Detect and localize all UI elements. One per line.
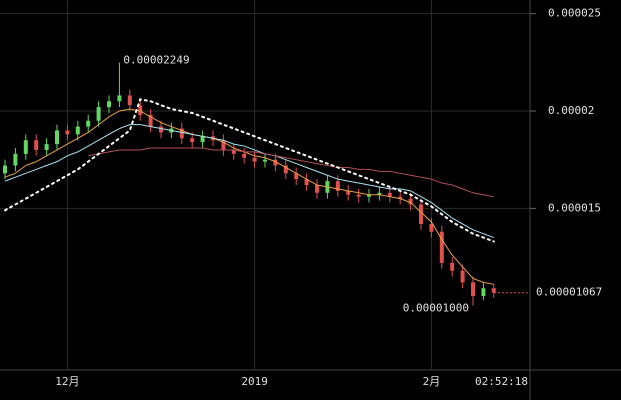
- candle-body: [491, 288, 496, 293]
- x-tick-label: 2019: [241, 375, 268, 388]
- candle-body: [429, 223, 434, 232]
- candle-body: [346, 190, 351, 195]
- candle-body: [159, 126, 163, 133]
- y-tick-label: 0.00002: [548, 104, 594, 117]
- candle-body: [481, 288, 486, 296]
- candle-body: [304, 179, 309, 185]
- candle-body: [96, 107, 101, 121]
- candle-body: [3, 165, 7, 174]
- candle-body: [419, 204, 423, 224]
- candle-body: [387, 192, 392, 197]
- candle-body: [138, 105, 143, 115]
- candle-body: [356, 194, 361, 197]
- x-tick-label: 2月: [423, 375, 441, 388]
- candle-body: [263, 159, 267, 162]
- ma-line: [4, 124, 494, 239]
- candle-body: [117, 95, 122, 102]
- sar-line: [4, 98, 495, 243]
- x-tick-label: 12月: [55, 375, 79, 388]
- candle-body: [367, 194, 371, 197]
- ma-line: [88, 147, 494, 198]
- candle-body: [283, 165, 288, 174]
- candle-body: [200, 136, 205, 143]
- candle-body: [294, 173, 299, 180]
- ma-line: [4, 108, 494, 285]
- time-label: 02:52:18: [475, 375, 528, 388]
- candle-body: [460, 270, 465, 283]
- candle-body: [221, 140, 226, 150]
- max-label: 0.00002249: [123, 54, 189, 67]
- candle-body: [75, 126, 80, 135]
- candle-body: [190, 138, 195, 143]
- candle-body: [408, 198, 413, 205]
- candle-body: [13, 153, 18, 166]
- candle-body: [252, 157, 257, 162]
- last-price-label: 0.00001067: [536, 286, 602, 299]
- candle-body: [65, 130, 70, 135]
- candle-body: [44, 144, 49, 150]
- candle-body: [439, 231, 444, 263]
- y-tick-label: 0.000015: [548, 201, 601, 214]
- candle-body: [179, 128, 184, 139]
- candle-body: [377, 192, 382, 195]
- candle-body: [315, 185, 319, 193]
- candle-body: [450, 262, 455, 271]
- candle-body: [86, 120, 91, 127]
- candle-body: [242, 153, 247, 158]
- candle-body: [34, 140, 39, 150]
- candle-body: [107, 101, 111, 108]
- candle-body: [231, 149, 236, 154]
- candle-body: [335, 181, 340, 191]
- min-label: 0.00001000: [403, 302, 469, 315]
- candle-body: [273, 159, 278, 166]
- candle-body: [23, 140, 28, 154]
- candle-body: [471, 282, 475, 296]
- candle-body: [55, 130, 59, 145]
- y-tick-label: 0.000025: [548, 7, 601, 20]
- candle-body: [398, 196, 403, 199]
- candle-body: [127, 95, 132, 106]
- candle-body: [148, 114, 153, 127]
